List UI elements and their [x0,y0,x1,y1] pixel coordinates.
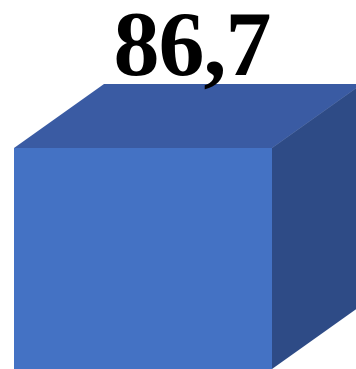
bar-top-face [14,84,356,148]
bar-group [14,84,356,369]
bar-data-label: 86,7 [113,0,272,95]
bar-side-face [272,88,356,369]
bar-front-face [14,148,272,369]
